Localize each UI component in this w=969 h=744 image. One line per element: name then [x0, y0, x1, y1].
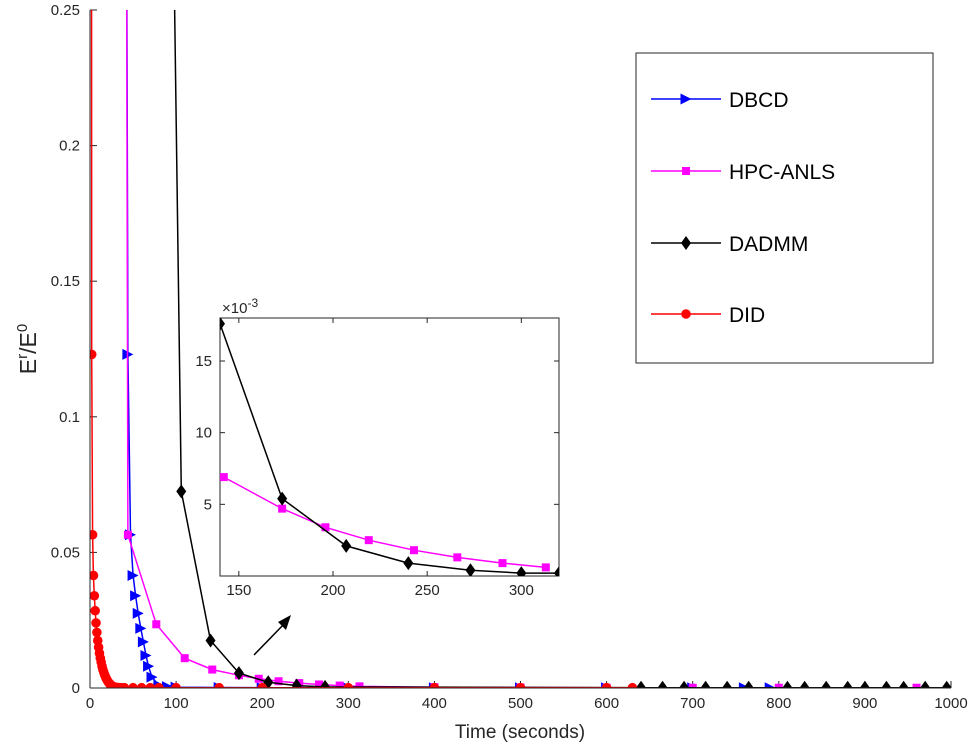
inset-hpc-anls-point [453, 553, 461, 561]
inset-plot-area [220, 318, 559, 576]
did-point [88, 530, 98, 540]
legend-label: DID [729, 304, 765, 327]
x-tick-label: 200 [250, 695, 275, 712]
did-point [90, 606, 100, 616]
inset-y-tick-label: 15 [195, 353, 212, 370]
inset-hpc-anls-point [220, 473, 228, 481]
y-tick-label: 0.1 [59, 409, 80, 426]
x-tick-label: 100 [164, 695, 189, 712]
y-tick-label: 0.05 [51, 544, 80, 561]
x-tick-label: 400 [422, 695, 447, 712]
y-tick-label: 0.2 [59, 138, 80, 155]
x-tick-label: 500 [508, 695, 533, 712]
inset-x-tick-label: 250 [415, 582, 440, 599]
inset-hpc-anls-point [542, 563, 550, 571]
inset-hpc-anls-point [410, 546, 418, 554]
x-tick-label: 900 [852, 695, 877, 712]
inset-hpc-anls-point [499, 559, 507, 567]
did-point [91, 618, 101, 628]
inset-x-tick-label: 200 [320, 582, 345, 599]
legend-label: DADMM [729, 233, 808, 256]
legend: DBCD HPC-ANLS DADMM DID [636, 53, 933, 363]
y-tick-label: 0.25 [51, 2, 80, 19]
svg-text:Er/E0: Er/E0 [14, 324, 41, 374]
inset-x-tick-label: 300 [509, 582, 534, 599]
did-point [90, 591, 100, 601]
did-point [92, 628, 102, 638]
inset-hpc-anls-point [365, 536, 373, 544]
hpc-anls-point [181, 654, 189, 662]
y-tick-label: 0.15 [51, 273, 80, 290]
inset-x-tick-label: 150 [226, 582, 251, 599]
legend-swatch-marker [682, 167, 690, 175]
y-axis-label: Er/E0 [14, 324, 41, 374]
inset-hpc-anls-point [278, 505, 286, 513]
hpc-anls-point [208, 666, 216, 674]
hpc-anls-point [124, 531, 132, 539]
legend-label: HPC-ANLS [729, 161, 835, 184]
inset-y-tick-label: 5 [204, 496, 212, 513]
x-tick-label: 600 [594, 695, 619, 712]
x-tick-label: 700 [680, 695, 705, 712]
x-axis-label: Time (seconds) [455, 722, 585, 743]
did-point [87, 350, 97, 360]
hpc-anls-point [152, 620, 160, 628]
x-tick-label: 800 [766, 695, 791, 712]
y-tick-label: 0 [72, 680, 80, 697]
legend-swatch-marker [681, 309, 691, 319]
inset-y-tick-label: 10 [195, 425, 212, 442]
x-tick-label: 1000 [934, 695, 967, 712]
legend-label: DBCD [729, 89, 789, 112]
x-tick-label: 300 [336, 695, 361, 712]
x-tick-label: 0 [86, 695, 94, 712]
chart-canvas: 0 100 200 300 400 500 600 700 800 900 1000 0 0.05 0.1… [0, 0, 969, 744]
